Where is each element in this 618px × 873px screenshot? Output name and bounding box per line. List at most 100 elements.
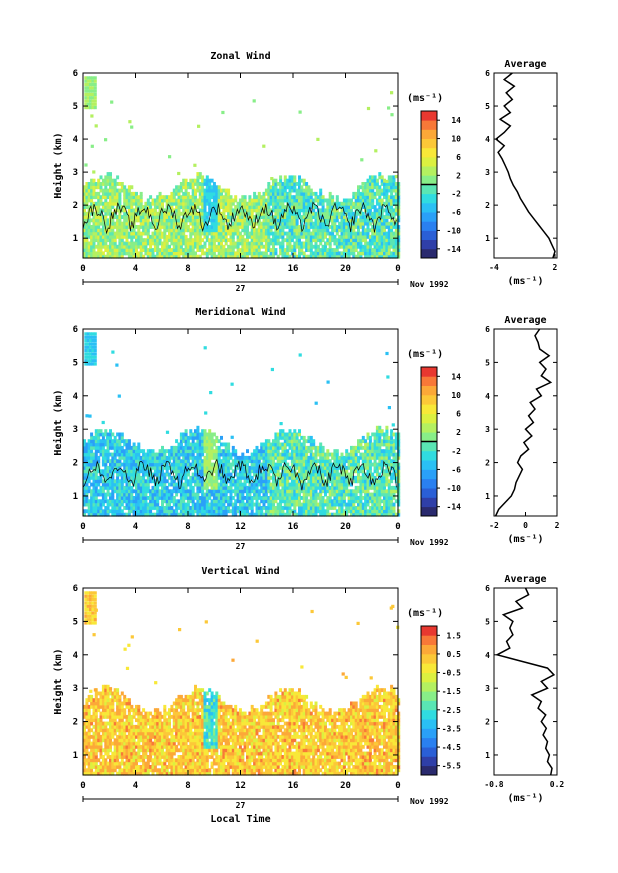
heatmap-cell bbox=[309, 225, 313, 229]
heatmap-cell bbox=[220, 449, 223, 454]
heatmap-cell bbox=[220, 442, 223, 447]
heatmap-cell bbox=[238, 455, 242, 460]
heatmap-cell bbox=[331, 225, 335, 229]
heatmap-cell bbox=[85, 238, 89, 243]
heatmap-cell bbox=[83, 201, 86, 206]
heatmap-cell bbox=[186, 201, 190, 206]
heatmap-cell bbox=[146, 496, 150, 500]
heatmap-cell bbox=[177, 475, 181, 480]
heatmap-cell bbox=[125, 195, 129, 200]
heatmap-cell bbox=[125, 455, 129, 460]
heatmap-cell bbox=[149, 499, 153, 504]
heatmap-cell bbox=[137, 502, 141, 507]
heatmap-cell bbox=[222, 489, 226, 494]
heatmap-cell bbox=[182, 455, 186, 460]
heatmap-cell bbox=[130, 254, 134, 259]
heatmap-cell bbox=[182, 459, 186, 464]
heatmap-cell bbox=[156, 241, 160, 246]
heatmap-cell bbox=[269, 254, 273, 259]
heatmap-cell bbox=[186, 469, 190, 474]
heatmap-cell bbox=[127, 225, 131, 229]
heatmap-cell bbox=[248, 218, 252, 223]
heatmap-cell bbox=[293, 435, 297, 440]
heatmap-cell bbox=[99, 475, 103, 480]
heatmap-cell bbox=[385, 244, 389, 249]
heatmap-cell bbox=[217, 198, 221, 203]
heatmap-cell bbox=[144, 218, 148, 223]
heatmap-cell bbox=[397, 251, 401, 256]
heatmap-cell bbox=[113, 225, 117, 229]
heatmap-cell bbox=[309, 479, 313, 484]
heatmap-cell bbox=[189, 254, 193, 259]
heatmap-cell bbox=[125, 499, 129, 504]
heatmap-cell bbox=[328, 208, 332, 213]
heatmap-cell bbox=[305, 211, 309, 216]
heatmap-cell bbox=[378, 244, 382, 249]
heatmap-cell bbox=[85, 472, 89, 477]
heatmap-cell bbox=[210, 251, 214, 256]
heatmap-cell bbox=[231, 198, 235, 203]
heatmap-cell bbox=[118, 502, 122, 507]
heatmap-cell bbox=[305, 472, 309, 477]
heatmap-cell bbox=[177, 241, 181, 246]
heatmap-cell bbox=[338, 254, 342, 259]
heatmap-cell bbox=[222, 485, 226, 490]
heatmap-cell bbox=[149, 195, 153, 200]
heatmap-cell bbox=[276, 208, 280, 213]
heatmap-cell bbox=[255, 228, 259, 233]
heatmap-cell bbox=[321, 231, 325, 236]
heatmap-cell bbox=[168, 208, 171, 213]
heatmap-cell bbox=[99, 185, 103, 190]
heatmap-cell bbox=[347, 248, 351, 252]
heatmap-cell bbox=[118, 469, 122, 474]
heatmap-cell bbox=[286, 492, 290, 497]
colorbar-band bbox=[421, 221, 437, 231]
heatmap-cell bbox=[312, 469, 316, 474]
heatmap-cell bbox=[125, 198, 129, 203]
heatmap-cell bbox=[196, 198, 200, 203]
heatmap-cell bbox=[300, 496, 304, 500]
heatmap-cell bbox=[99, 469, 103, 474]
heatmap-cell bbox=[300, 191, 304, 196]
heatmap-cell bbox=[201, 492, 205, 497]
heatmap-cell bbox=[120, 509, 124, 514]
heatmap-cell bbox=[85, 205, 89, 209]
heatmap-cell bbox=[380, 251, 384, 256]
heatmap-cell bbox=[352, 225, 356, 229]
heatmap-cell bbox=[286, 178, 290, 183]
heatmap-cell bbox=[359, 198, 363, 203]
heatmap-cell bbox=[224, 469, 228, 474]
heatmap-cell bbox=[298, 215, 301, 219]
heatmap-cell bbox=[161, 248, 164, 252]
heatmap-cell bbox=[87, 485, 91, 490]
heatmap-cell bbox=[87, 198, 91, 203]
heatmap-cell bbox=[104, 201, 108, 206]
heatmap-cell bbox=[302, 228, 306, 233]
heatmap-cell bbox=[170, 228, 174, 233]
heatmap-cell bbox=[127, 499, 131, 504]
heatmap-cell bbox=[182, 251, 186, 256]
heatmap-cell bbox=[290, 234, 294, 239]
heatmap-cell bbox=[241, 475, 245, 480]
heatmap-cell bbox=[170, 492, 174, 497]
heatmap-cell bbox=[340, 205, 344, 209]
heatmap-cell bbox=[165, 228, 169, 233]
heatmap-cell bbox=[281, 512, 285, 517]
heatmap-cell bbox=[118, 228, 122, 233]
heatmap-cell bbox=[269, 248, 273, 252]
heatmap-cell bbox=[321, 479, 325, 484]
heatmap-cell bbox=[142, 475, 146, 480]
heatmap-cell bbox=[191, 248, 195, 252]
heatmap-cell bbox=[189, 432, 193, 437]
heatmap-cell bbox=[104, 469, 108, 474]
heatmap-cell bbox=[293, 506, 297, 510]
heatmap-cell bbox=[186, 499, 190, 504]
heatmap-cell bbox=[283, 178, 287, 183]
heatmap-cell bbox=[229, 254, 233, 259]
heatmap-cell bbox=[326, 485, 330, 490]
heatmap-cell bbox=[130, 208, 134, 213]
heatmap-cell bbox=[184, 512, 188, 517]
heatmap-cell bbox=[345, 208, 349, 213]
heatmap-cell bbox=[238, 459, 242, 464]
heatmap-cell bbox=[368, 175, 372, 180]
